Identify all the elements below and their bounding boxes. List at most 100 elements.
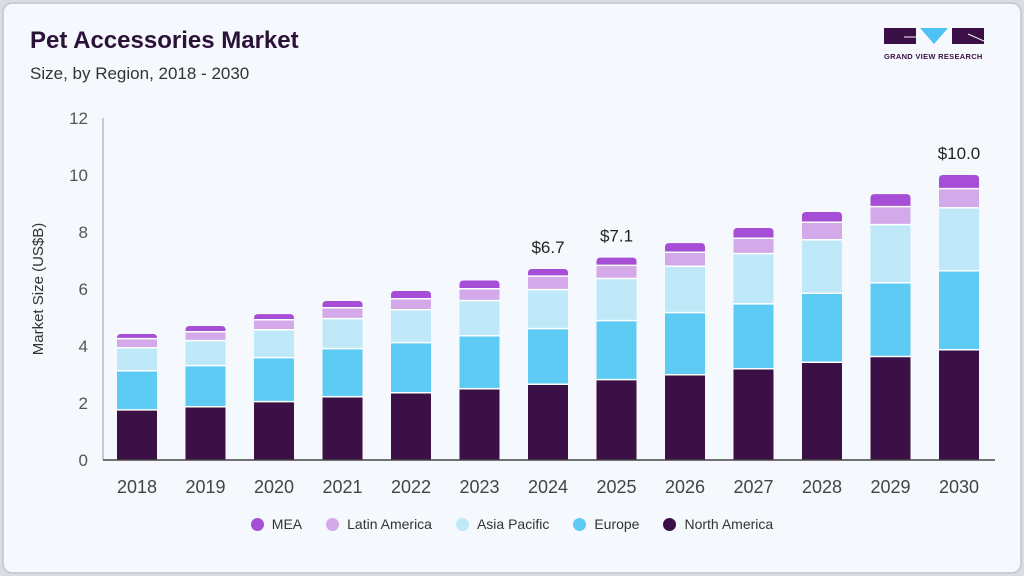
bar-segment-asia-pacific [117, 347, 157, 371]
legend-item-asia-pacific: Asia Pacific [455, 516, 550, 532]
bar-segment-asia-pacific [596, 278, 637, 321]
bar-segment-latin-america [391, 298, 431, 310]
bar-segment-asia-pacific [322, 318, 363, 349]
data-label: $7.1 [600, 227, 633, 246]
bar-segment-north-america [939, 349, 979, 460]
bar-segment-europe [528, 328, 568, 385]
legend-label: Latin America [347, 516, 432, 532]
bar-segment-europe [939, 270, 979, 350]
grand-view-research-logo: GRAND VIEW RESEARCH [884, 28, 985, 61]
legend-item-north-america: North America [663, 516, 773, 532]
bar-segment-mea [939, 175, 979, 189]
bar-segment-latin-america [939, 188, 979, 208]
legend-item-latin-america: Latin America [326, 516, 432, 532]
legend-swatch-icon [455, 517, 469, 531]
bar-segment-latin-america [528, 276, 568, 290]
bar-segment-asia-pacific [459, 300, 500, 336]
y-tick-label: 2 [79, 394, 88, 413]
x-tick-label: 2028 [802, 477, 842, 497]
bar-segment-europe [596, 320, 637, 380]
legend-label: Asia Pacific [476, 516, 550, 532]
bar-segment-asia-pacific [939, 207, 979, 271]
y-tick-label: 4 [79, 337, 88, 356]
bar-segment-mea [185, 326, 226, 332]
bar-segment-north-america [254, 401, 294, 460]
bar-segment-latin-america [665, 252, 705, 267]
bar-segment-mea [802, 212, 842, 223]
y-tick-label: 10 [69, 166, 88, 185]
x-tick-label: 2023 [459, 477, 499, 497]
bar-segment-asia-pacific [665, 266, 705, 313]
bar-segment-north-america [322, 396, 363, 460]
legend: MEA Latin America Asia Pacific Europe North … [0, 516, 1024, 532]
y-tick-label: 6 [79, 280, 88, 299]
bar-segment-mea [733, 228, 774, 239]
bar-segment-latin-america [185, 331, 226, 341]
bar-segment-asia-pacific [733, 253, 774, 304]
bar-segment-europe [802, 293, 842, 363]
legend-label: Europe [594, 516, 640, 532]
bar-segment-north-america [665, 374, 705, 460]
bar-segment-latin-america [459, 288, 500, 301]
bar-segment-mea [322, 300, 363, 308]
bar-segment-latin-america [596, 265, 637, 279]
bar-segment-europe [117, 370, 157, 410]
bar-segment-latin-america [117, 338, 157, 348]
bar-segment-europe [391, 342, 431, 393]
bar-segment-europe [870, 282, 911, 357]
bar-segment-mea [117, 334, 157, 339]
x-tick-label: 2030 [939, 477, 979, 497]
x-tick-label: 2029 [870, 477, 910, 497]
bar-segment-north-america [870, 356, 911, 460]
bar-segment-latin-america [870, 206, 911, 225]
bar-segment-mea [665, 243, 705, 253]
bar-segment-north-america [117, 409, 157, 460]
bar-segment-north-america [528, 384, 568, 460]
logo-text: GRAND VIEW RESEARCH [884, 52, 983, 61]
logo-mark-icon [884, 28, 985, 44]
bar-segment-europe [459, 335, 500, 389]
legend-label: North America [684, 516, 774, 532]
x-tick-label: 2020 [254, 477, 294, 497]
y-tick-label: 0 [79, 451, 88, 470]
x-tick-label: 2022 [391, 477, 431, 497]
legend-item-europe: Europe [573, 516, 639, 532]
x-tick-label: 2021 [322, 477, 362, 497]
legend-swatch-icon [250, 517, 264, 531]
bar-segment-north-america [596, 379, 637, 460]
bar-segment-asia-pacific [528, 289, 568, 329]
bar-segment-mea [391, 290, 431, 299]
x-tick-label: 2018 [117, 477, 157, 497]
data-label: $10.0 [938, 144, 981, 163]
x-tick-label: 2026 [665, 477, 705, 497]
bar-segment-asia-pacific [802, 239, 842, 294]
y-tick-label: 12 [69, 109, 88, 128]
y-axis-label: Market Size (US$B) [30, 223, 47, 356]
bar-segment-europe [733, 303, 774, 369]
bar-segment-north-america [733, 368, 774, 460]
legend-label: MEA [271, 516, 303, 532]
x-tick-label: 2024 [528, 477, 568, 497]
x-tick-label: 2025 [596, 477, 636, 497]
bar-segment-europe [665, 312, 705, 375]
bar-segment-asia-pacific [185, 340, 226, 366]
legend-swatch-icon [326, 517, 340, 531]
y-tick-label: 8 [79, 223, 88, 242]
bar-segment-mea [528, 269, 568, 277]
bar-segment-asia-pacific [391, 309, 431, 343]
bar-segment-latin-america [254, 319, 294, 330]
bar-segment-mea [254, 314, 294, 320]
chart-title: Pet Accessories Market [30, 27, 299, 54]
bar-segment-north-america [391, 392, 431, 460]
chart-subtitle: Size, by Region, 2018 - 2030 [30, 64, 250, 83]
legend-swatch-icon [663, 517, 677, 531]
data-label: $6.7 [531, 238, 564, 257]
bar-segment-europe [185, 365, 226, 407]
legend-swatch-icon [573, 517, 587, 531]
bar-segment-mea [870, 194, 911, 207]
bar-segment-latin-america [322, 307, 363, 319]
bar-segment-latin-america [802, 222, 842, 240]
bar-segment-latin-america [733, 238, 774, 254]
